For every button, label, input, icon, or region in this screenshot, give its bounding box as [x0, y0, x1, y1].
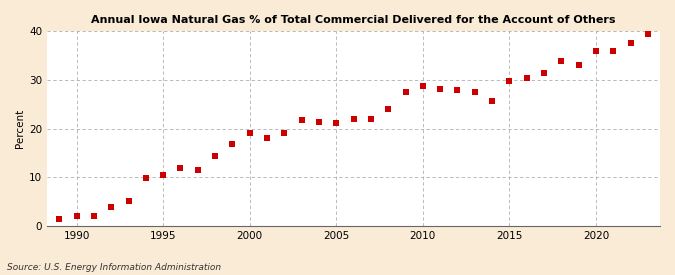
Point: [123, 198, 134, 203]
Point: [348, 117, 359, 121]
Point: [504, 79, 515, 84]
Point: [192, 168, 203, 172]
Point: [400, 90, 411, 94]
Point: [71, 214, 82, 218]
Point: [314, 120, 325, 125]
Point: [487, 99, 497, 103]
Point: [383, 107, 394, 111]
Point: [227, 142, 238, 146]
Point: [175, 166, 186, 171]
Point: [625, 41, 636, 46]
Text: Source: U.S. Energy Information Administration: Source: U.S. Energy Information Administ…: [7, 263, 221, 272]
Point: [158, 173, 169, 177]
Point: [54, 216, 65, 221]
Point: [88, 214, 99, 218]
Point: [262, 136, 273, 141]
Point: [608, 49, 619, 53]
Point: [643, 32, 653, 36]
Y-axis label: Percent: Percent: [15, 109, 25, 148]
Point: [452, 87, 463, 92]
Point: [365, 117, 376, 121]
Point: [244, 131, 255, 136]
Point: [556, 58, 567, 63]
Point: [435, 87, 446, 91]
Point: [591, 49, 601, 53]
Point: [417, 84, 428, 88]
Point: [210, 154, 221, 158]
Point: [331, 120, 342, 125]
Point: [573, 63, 584, 68]
Point: [469, 90, 480, 94]
Point: [106, 205, 117, 210]
Point: [296, 118, 307, 123]
Point: [521, 75, 532, 80]
Point: [279, 131, 290, 136]
Point: [539, 70, 549, 75]
Title: Annual Iowa Natural Gas % of Total Commercial Delivered for the Account of Other: Annual Iowa Natural Gas % of Total Comme…: [91, 15, 616, 25]
Point: [140, 176, 151, 180]
